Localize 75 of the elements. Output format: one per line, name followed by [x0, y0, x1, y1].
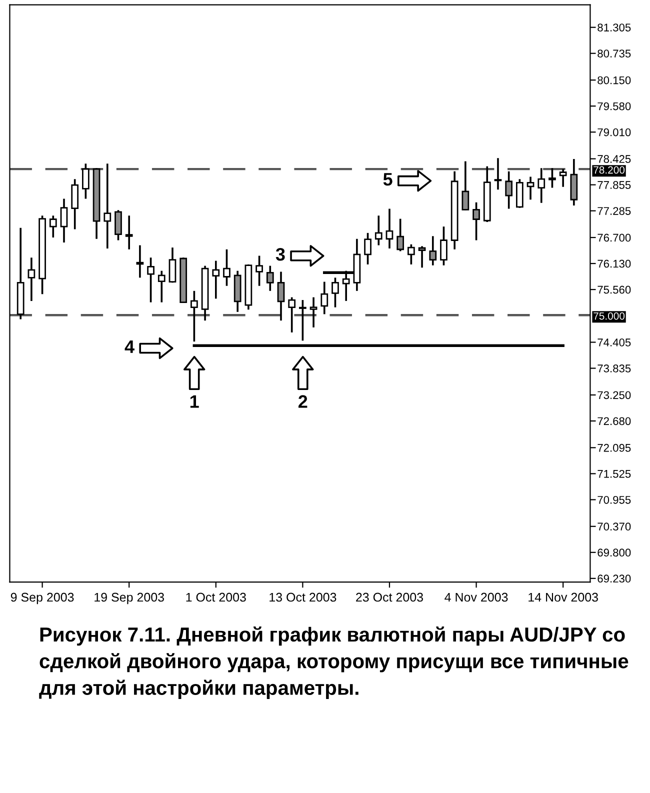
- x-tick-label: 13 Oct 2003: [270, 592, 336, 602]
- x-tick-label: 9 Sep 2003: [10, 592, 74, 604]
- y-tick-label: 70.370: [598, 522, 631, 531]
- y-tick-label: 79.580: [598, 102, 631, 110]
- ref-line-label: 78.200: [594, 166, 625, 174]
- annotation: 3: [276, 248, 285, 261]
- y-tick-label: 70.955: [598, 496, 631, 504]
- y-tick-label: 73.250: [598, 391, 631, 400]
- y-tick-label: 73.835: [598, 364, 631, 372]
- y-tick-label: 71.525: [598, 470, 631, 478]
- candlestick: [212, 260, 220, 300]
- candlestick: [364, 232, 372, 266]
- candlestick: [548, 167, 556, 189]
- candlestick: [386, 208, 394, 250]
- candlestick: [538, 167, 546, 204]
- candlestick: [332, 276, 339, 308]
- candlestick: [374, 214, 382, 246]
- candlestick: [440, 226, 448, 266]
- ref-line-label: 75.000: [594, 312, 625, 320]
- candlestick: [462, 160, 470, 212]
- annotation: 2: [298, 395, 308, 408]
- annotation: 4: [124, 340, 134, 353]
- candlestick: [223, 248, 230, 287]
- candlestick: [256, 254, 263, 287]
- y-tick-label: 80.150: [598, 76, 631, 84]
- candlestick: [288, 296, 296, 334]
- candlestick: [49, 214, 57, 238]
- y-tick-label: 72.680: [598, 417, 631, 426]
- y-tick-label: 69.800: [598, 548, 631, 557]
- y-tick-label: 76.130: [598, 260, 631, 268]
- annotation: 5: [383, 173, 392, 186]
- candlestick: [136, 244, 144, 279]
- candlestick: [429, 235, 437, 266]
- text: Рисунок 7.11. Дневной график валютной пары AUD/JPY со сделкой двойного удара, которому присущи все типичные для этой настройки параметры.: [39, 626, 628, 699]
- candlestick: [494, 157, 502, 190]
- x-tick-label: 1 Oct 2003: [186, 592, 246, 602]
- x-tick-label: 23 Oct 2003: [356, 592, 423, 602]
- y-tick-label: 77.855: [598, 181, 631, 189]
- candlestick: [71, 178, 79, 230]
- candlestick: [277, 270, 285, 322]
- y-tick-label: 79.010: [598, 128, 631, 136]
- candlestick: [472, 201, 480, 242]
- candlestick: [104, 162, 112, 250]
- candlestick: [320, 280, 328, 316]
- y-tick-label: 81.305: [598, 24, 631, 32]
- candlestick: [168, 246, 176, 284]
- annotation: 1: [190, 395, 199, 408]
- y-tick-label: 76.700: [598, 234, 631, 242]
- y-tick-label: 80.735: [598, 50, 631, 58]
- candlestick: [526, 176, 534, 201]
- candlestick: [125, 214, 133, 250]
- y-tick-label: 75.560: [598, 286, 631, 294]
- candlestick: [266, 264, 274, 292]
- candlestick: [396, 218, 404, 252]
- candlestick: [299, 299, 306, 342]
- candlestick: [418, 245, 426, 269]
- y-tick-label: 72.095: [598, 444, 631, 452]
- candlestick: [190, 290, 198, 342]
- y-tick-label: 74.405: [598, 338, 631, 346]
- candlestick: [28, 256, 36, 302]
- candlestick: [408, 243, 415, 266]
- y-tick-label: 77.285: [598, 207, 631, 215]
- x-tick-label: 4 Nov 2003: [444, 592, 508, 602]
- y-tick-label: 69.230: [598, 574, 631, 583]
- candlestick: [310, 296, 318, 328]
- candlestick: [559, 168, 567, 188]
- candlestick: [60, 198, 68, 244]
- x-tick-label: 19 Sep 2003: [94, 592, 164, 604]
- candlestick: [147, 256, 154, 304]
- x-tick-label: 14 Nov 2003: [528, 592, 598, 602]
- candlestick: [82, 162, 90, 200]
- candlestick: [158, 270, 166, 304]
- candlestick: [114, 209, 122, 242]
- y-tick-label: 78.425: [598, 155, 631, 163]
- candlestick: [505, 170, 513, 210]
